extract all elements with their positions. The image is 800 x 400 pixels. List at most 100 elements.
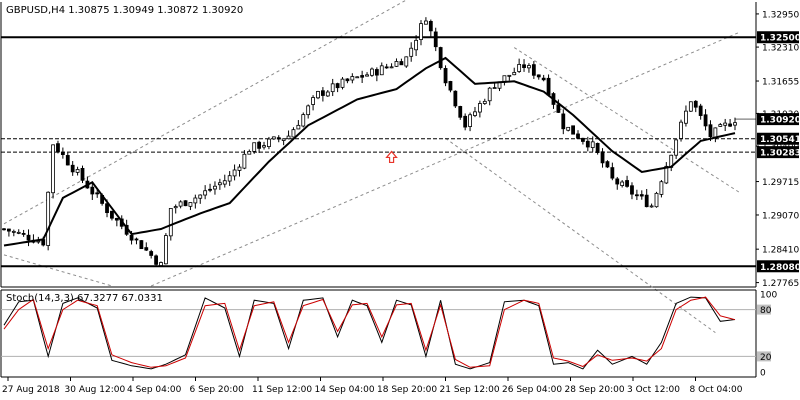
price-tag: 1.30283 [757,146,800,159]
candle-body [674,139,679,156]
candle-body [728,123,732,127]
candle-body [16,231,21,234]
time-tick-label: 6 Sep 20:00 [190,385,245,395]
candle-body [306,105,311,116]
candle [610,162,615,181]
candle [571,125,576,135]
moving-average-line [3,56,736,247]
candle [267,136,271,150]
candle [556,99,561,114]
candle-body [60,151,65,155]
candle-body [340,78,345,88]
candle [595,142,600,155]
candle-body [110,210,114,219]
candle-body [688,101,693,112]
candle-body [424,20,428,25]
candle [438,46,443,70]
candle [335,82,340,93]
candle [605,160,610,169]
candle [625,175,629,188]
candle [703,109,708,131]
up-arrow-icon [385,150,398,164]
price-tick-label: 1.31655 [762,78,799,88]
candle [531,61,536,79]
horizontal-levels [1,36,756,268]
time-tick-label: 28 Sep 20:00 [565,385,625,395]
candle-body [733,122,737,126]
channel-line-2 [150,31,741,287]
candle [2,228,6,231]
price-pane[interactable]: GBPUSD,H4 1.30875 1.30949 1.30872 1.3092… [0,0,800,334]
candle-body [365,74,369,77]
time-tick-label: 11 Sep 12:00 [252,385,312,395]
candle [453,90,458,108]
candle [424,17,428,25]
candle [114,217,119,227]
candle [21,229,26,237]
candle-body [718,124,723,127]
candle-body [468,114,472,127]
candle-body [355,76,360,79]
candle-body [384,66,389,69]
candle-body [222,180,227,185]
candle-body [301,114,306,127]
time-axis: 27 Aug 2018 30 Aug 12:00 4 Sep 04:00 6 Sep … [2,377,743,395]
price-tick-label: 1.32310 [762,44,799,54]
candle-body [247,151,252,155]
time-tick-label: 18 Sep 20:00 [377,385,437,395]
candle-body [595,142,600,153]
price-tag-bg [757,31,799,44]
candle [404,56,409,68]
candle [384,63,389,69]
candle-body [257,141,262,149]
candle-body [242,153,247,169]
candle-body [11,230,16,233]
candle [644,188,649,208]
candlesticks [2,17,737,267]
candle [688,101,693,112]
candle [134,237,139,245]
candle [222,174,227,188]
candle-body [679,121,683,139]
candle [718,122,723,127]
candle [345,78,350,84]
candle [507,74,512,81]
candle [443,65,448,87]
candle [257,140,262,153]
candle-body [325,91,330,97]
candle-body [80,167,85,181]
candle [271,136,276,140]
candle [7,228,11,237]
candle [512,67,517,76]
candle-body [536,74,541,78]
candle [468,112,472,132]
candle [208,183,212,193]
price-tick-label: 1.27765 [762,279,799,289]
candle [301,112,306,128]
candle-body [522,64,526,68]
current-price-label: 1.30920 [760,116,800,126]
candle-body [173,206,178,209]
candle [70,161,75,176]
candle [679,119,683,142]
candle [237,164,242,177]
candle-body [541,77,546,81]
candle-body [217,182,222,186]
candle-body [527,65,531,69]
price-tick-label: 1.29715 [762,178,799,188]
candle [458,105,463,120]
stochastic-pane[interactable]: Stoch(14,3,3) 67.3277 67.0331 100 80 20 0 [0,289,777,379]
candle [482,98,487,105]
candle [198,194,203,204]
candle-body [561,113,566,130]
candle [252,142,257,154]
time-tick-label: 21 Sep 12:00 [440,385,500,395]
candle [183,200,188,207]
candle-body [634,194,639,197]
candle-body [654,192,659,208]
candle [316,90,320,100]
candle-body [625,180,629,187]
price-tag: 1.28080 [757,260,800,273]
candle-body [330,83,335,93]
